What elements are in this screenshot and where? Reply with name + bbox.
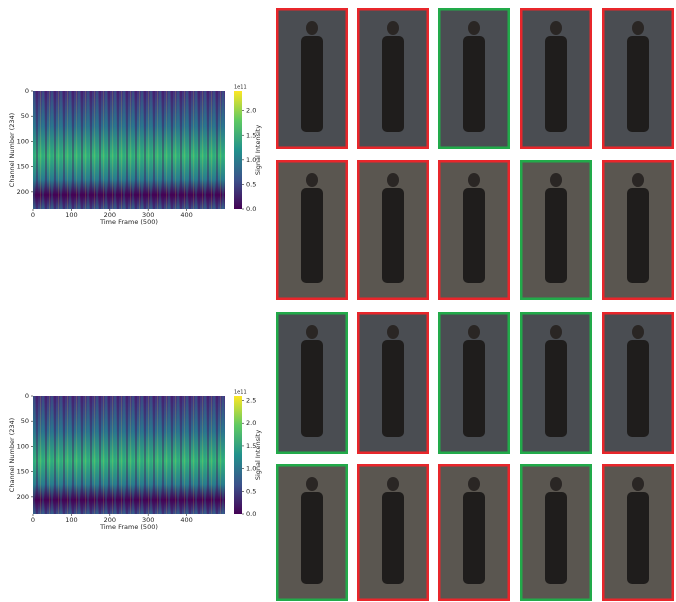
person-silhouette — [550, 325, 562, 339]
person-silhouette — [306, 477, 318, 491]
colorbar-tick-label: 2.0 — [246, 419, 256, 427]
person-silhouette — [382, 340, 404, 437]
person-silhouette — [306, 173, 318, 187]
y-tick-label: 200 — [17, 493, 29, 501]
person-silhouette — [463, 340, 485, 437]
colorbar-tick-label: 0.5 — [246, 180, 256, 188]
person-silhouette — [463, 188, 485, 283]
person-silhouette — [545, 36, 567, 132]
person-silhouette — [301, 340, 323, 437]
person-silhouette — [463, 36, 485, 132]
x-axis-label: Time Frame (500) — [99, 523, 158, 531]
person-silhouette — [301, 36, 323, 132]
person-silhouette — [632, 325, 644, 339]
person-silhouette — [382, 492, 404, 584]
person-silhouette — [468, 21, 480, 35]
person-silhouette — [545, 188, 567, 283]
y-tick-label: 150 — [17, 163, 29, 171]
y-tick-label: 200 — [17, 188, 29, 196]
figure: 0100200300400050100150200Time Frame (500… — [0, 0, 676, 602]
y-tick-label: 0 — [25, 87, 29, 95]
person-silhouette — [627, 188, 649, 283]
y-tick-label: 150 — [17, 468, 29, 476]
y-axis-label: Channel Number (234) — [8, 113, 16, 187]
person-silhouette — [627, 492, 649, 584]
x-axis-label: Time Frame (500) — [99, 218, 158, 226]
x-tick-label: 400 — [180, 516, 192, 524]
person-silhouette — [632, 21, 644, 35]
colorbar-tick-label: 0.0 — [246, 510, 256, 518]
colorbar-exponent: 1e11 — [234, 390, 247, 396]
colorbar-label: Signal Intensity — [254, 430, 262, 480]
colorbar-label: Signal Intensity — [254, 125, 262, 175]
person-silhouette — [627, 36, 649, 132]
colorbar-tick-label: 2.0 — [246, 107, 256, 115]
colorbar-exponent: 1e11 — [234, 85, 247, 91]
person-silhouette — [306, 21, 318, 35]
x-tick-label: 0 — [31, 516, 35, 524]
x-tick-label: 400 — [180, 211, 192, 219]
person-silhouette — [301, 492, 323, 584]
x-tick-label: 100 — [65, 516, 77, 524]
person-silhouette — [387, 173, 399, 187]
person-silhouette — [632, 173, 644, 187]
person-silhouette — [550, 477, 562, 491]
person-silhouette — [627, 340, 649, 437]
y-tick-label: 100 — [17, 442, 29, 450]
heatmap-texture — [33, 396, 225, 514]
heatmap-texture — [33, 91, 225, 209]
person-silhouette — [545, 492, 567, 584]
person-silhouette — [632, 477, 644, 491]
person-silhouette — [550, 173, 562, 187]
person-silhouette — [382, 36, 404, 132]
colorbar — [234, 91, 242, 209]
person-silhouette — [387, 477, 399, 491]
person-silhouette — [306, 325, 318, 339]
person-silhouette — [550, 21, 562, 35]
person-silhouette — [463, 492, 485, 584]
colorbar-tick-label: 0.5 — [246, 487, 256, 495]
colorbar-tick-label: 2.5 — [246, 397, 256, 405]
y-tick-label: 100 — [17, 137, 29, 145]
person-silhouette — [468, 325, 480, 339]
person-silhouette — [468, 477, 480, 491]
person-silhouette — [545, 340, 567, 437]
person-silhouette — [387, 21, 399, 35]
person-silhouette — [468, 173, 480, 187]
colorbar — [234, 396, 242, 514]
y-tick-label: 0 — [25, 392, 29, 400]
person-silhouette — [382, 188, 404, 283]
y-tick-label: 50 — [21, 112, 29, 120]
y-axis-label: Channel Number (234) — [8, 418, 16, 492]
x-tick-label: 0 — [31, 211, 35, 219]
person-silhouette — [387, 325, 399, 339]
person-silhouette — [301, 188, 323, 283]
x-tick-label: 100 — [65, 211, 77, 219]
y-tick-label: 50 — [21, 417, 29, 425]
colorbar-tick-label: 0.0 — [246, 205, 256, 213]
